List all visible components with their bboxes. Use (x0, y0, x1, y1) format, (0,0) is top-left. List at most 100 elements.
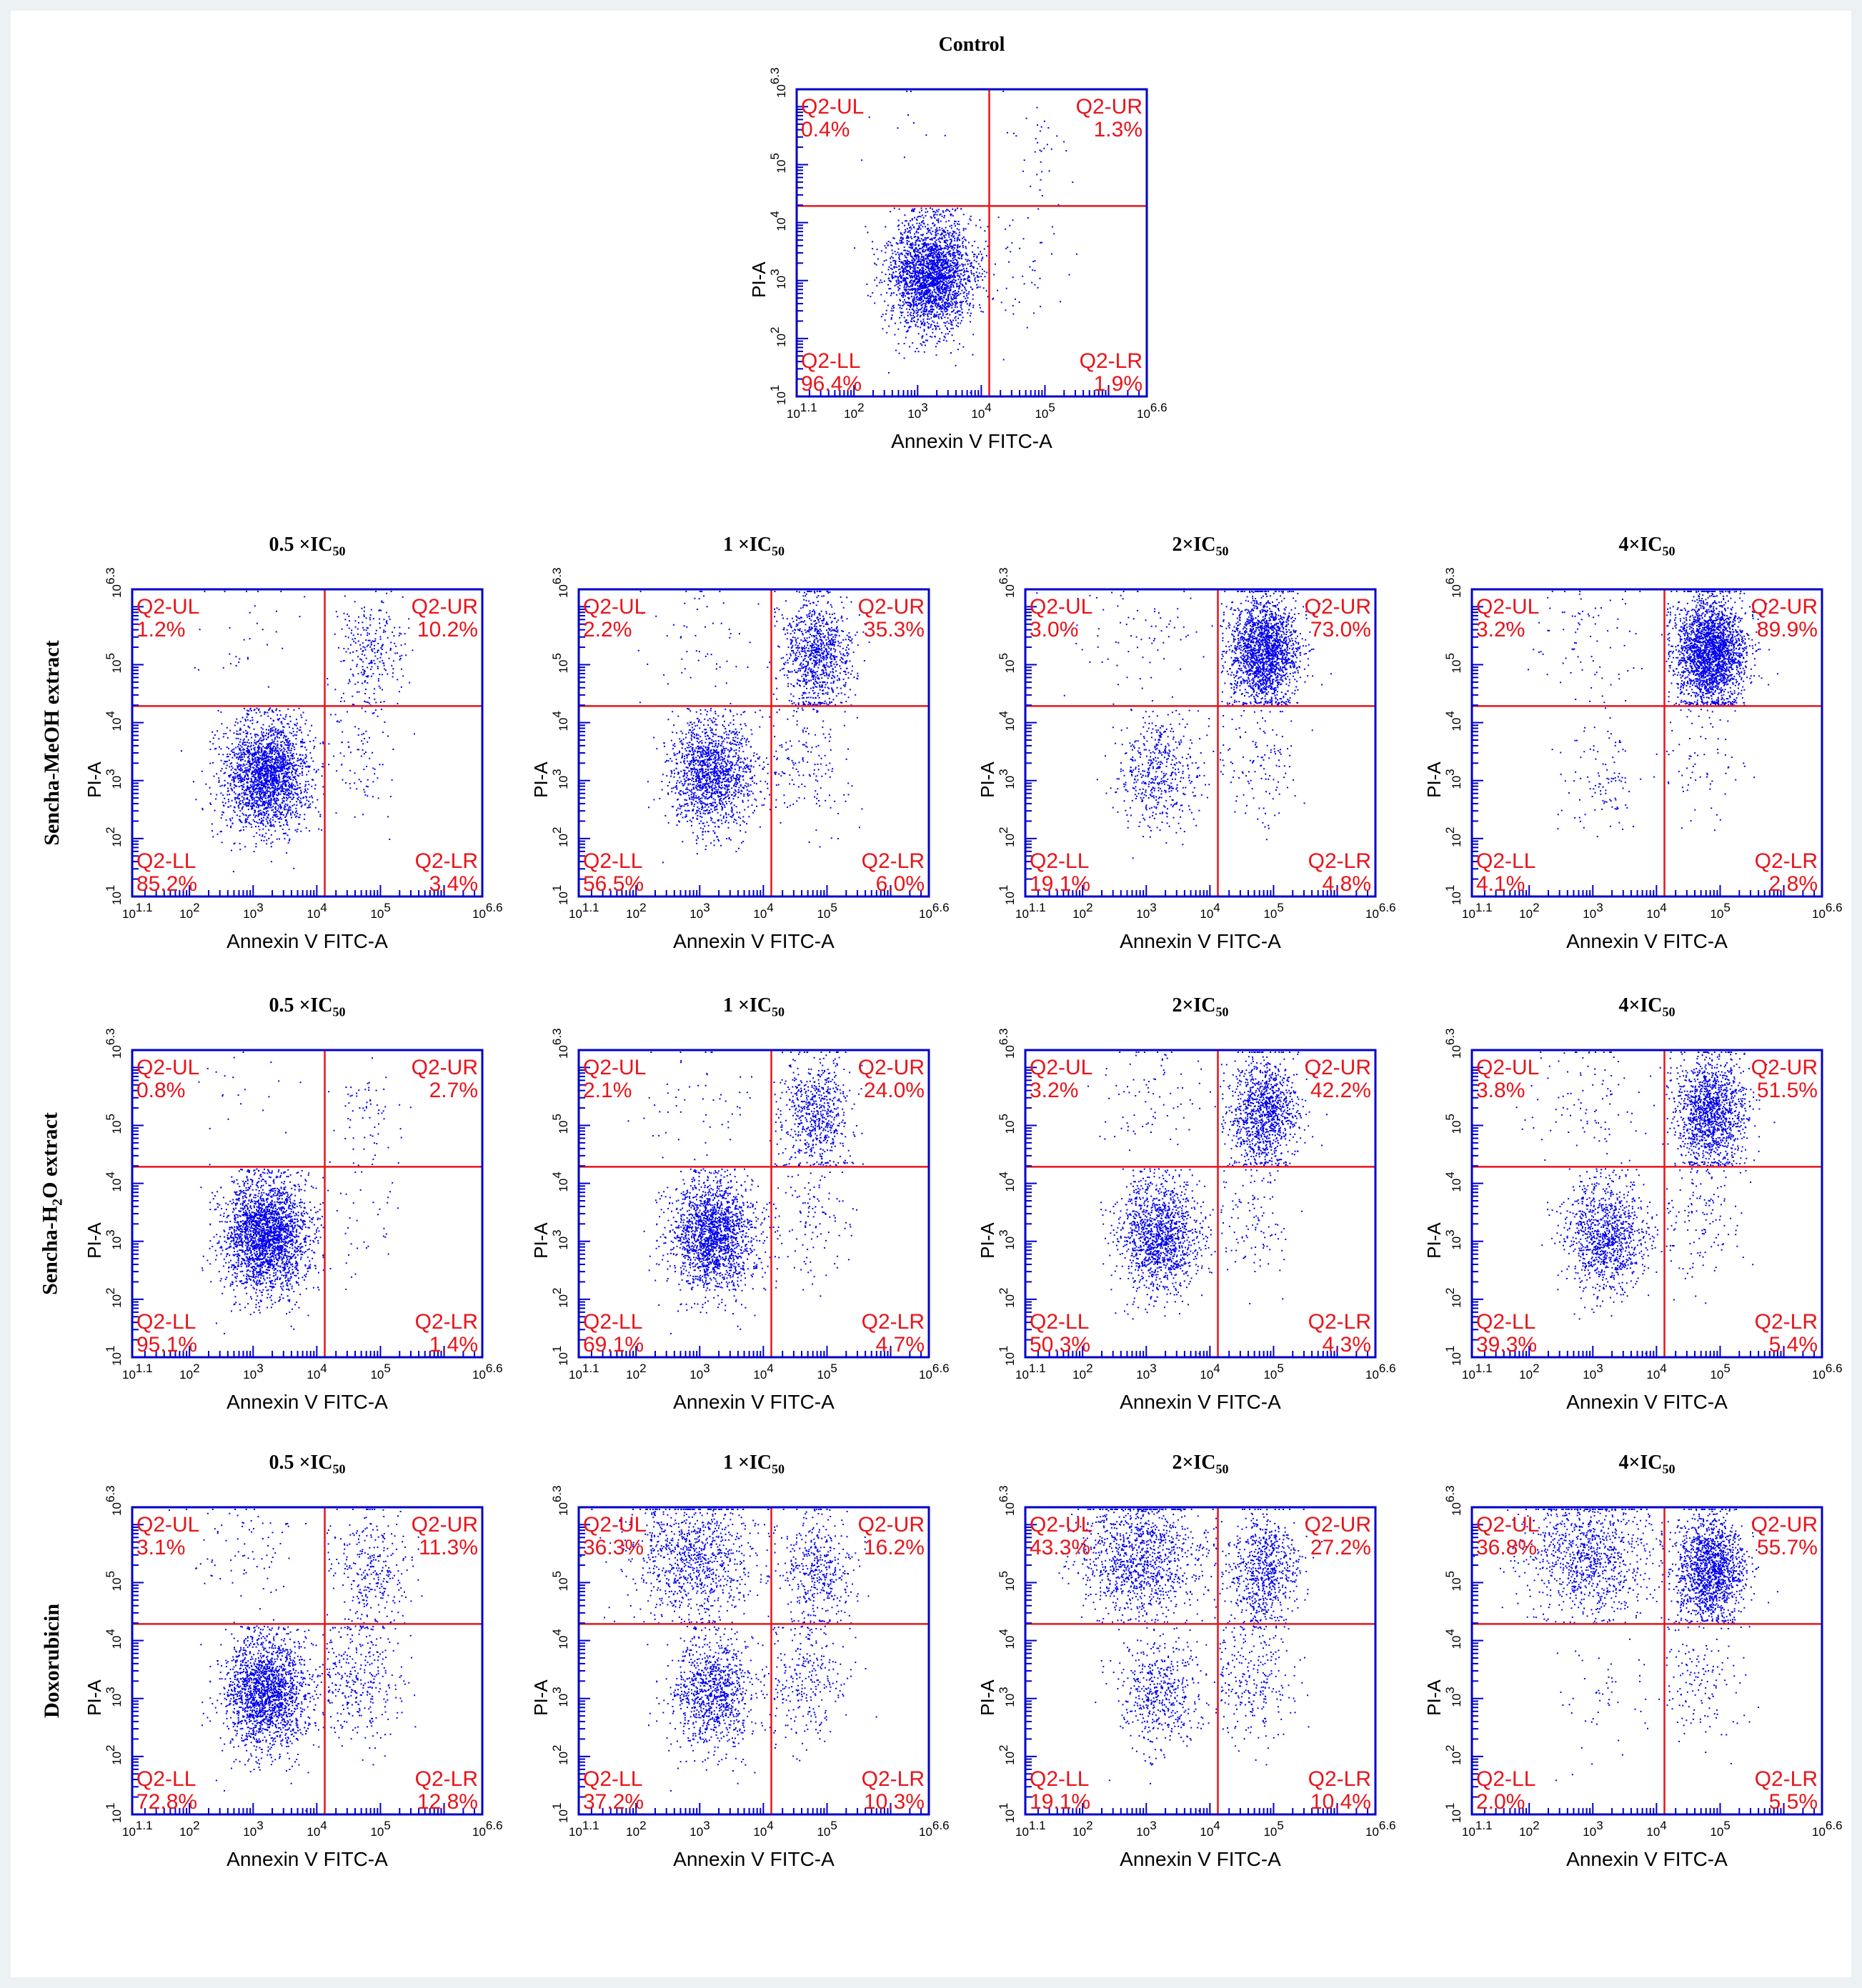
quadrant-value-lr: 1.4% (429, 1333, 478, 1357)
events-cloud (627, 1052, 864, 1334)
quadrant-name-ul: Q2-UL (1476, 1513, 1539, 1537)
axis-ticks (1025, 606, 1369, 897)
panel-title-subscript: 50 (1215, 544, 1229, 559)
y-tick-label: 101 (997, 885, 1017, 905)
y-tick-label: 106.3 (550, 1028, 570, 1059)
quadrant-value-ul: 1.2% (136, 618, 185, 641)
y-axis-label: PI-A (977, 1222, 998, 1259)
flow-plot-meoh-2: 101.1 102 103 104 105 106.6 101 102 103 104 105 106… (977, 567, 1396, 952)
row-label-text: Doxorubicin (40, 1603, 64, 1719)
y-tick-label: 106.3 (104, 1028, 124, 1059)
panel-title-subscript: 50 (1215, 1004, 1229, 1019)
panel-title-meoh-4: 4×IC50 (1504, 534, 1790, 559)
y-axis-label: PI-A (977, 761, 998, 798)
x-tick-label: 104 (307, 1362, 327, 1382)
quadrant-value-ul: 36.8% (1476, 1536, 1537, 1559)
quadrant-name-lr: Q2-LR (862, 1767, 925, 1791)
axis-ticks (579, 606, 922, 897)
x-tick-label: 101.1 (1015, 1819, 1046, 1839)
y-tick-label: 105 (104, 653, 124, 673)
quadrant-name-ll: Q2-LL (583, 1767, 642, 1791)
x-tick-label: 102 (1072, 901, 1092, 921)
x-tick-label: 104 (1200, 1362, 1220, 1382)
quadrant-name-ul: Q2-UL (1476, 1056, 1539, 1079)
quadrant-name-ll: Q2-LL (583, 1310, 642, 1334)
quadrant-name-lr: Q2-LR (415, 1767, 478, 1791)
quadrant-value-ul: 3.1% (136, 1536, 185, 1559)
x-tick-label: 106.6 (919, 1362, 950, 1382)
x-tick-label: 102 (1072, 1362, 1092, 1382)
y-tick-label: 102 (1443, 1287, 1463, 1307)
x-tick-label: 106.6 (919, 1819, 950, 1839)
quadrant-name-ul: Q2-UL (136, 1056, 199, 1079)
quadrant-value-lr: 5.4% (1769, 1333, 1818, 1357)
quadrant-value-ul: 0.4% (801, 118, 850, 141)
y-tick-label: 105 (768, 153, 788, 173)
y-tick-label: 105 (104, 1114, 124, 1134)
y-tick-label: 106.3 (104, 1485, 124, 1516)
flow-plot-dox-0.5: 101.1 102 103 104 105 106.6 101 102 103 104 105 106… (84, 1485, 503, 1870)
quadrant-name-lr: Q2-LR (862, 1310, 925, 1334)
axis-ticks (1025, 1524, 1369, 1815)
y-tick-label: 105 (550, 1114, 570, 1134)
panel-title-text: Control (938, 34, 1005, 56)
quadrant-name-ul: Q2-UL (583, 1513, 646, 1537)
quadrant-value-lr: 3.4% (429, 872, 478, 896)
panel-title-subscript: 50 (332, 544, 346, 559)
panel-title-text: 2×IC (1172, 1452, 1216, 1474)
events-cloud (1505, 591, 1778, 838)
quadrant-value-ll: 39.3% (1476, 1333, 1537, 1357)
quadrant-name-lr: Q2-LR (1080, 349, 1142, 373)
x-tick-label: 101.1 (1462, 1819, 1493, 1839)
x-tick-label: 101.1 (122, 1819, 153, 1839)
y-tick-label: 102 (1443, 826, 1463, 846)
quadrant-value-ll: 37.2% (583, 1790, 644, 1814)
quadrant-name-lr: Q2-LR (1755, 1310, 1818, 1334)
x-tick-label: 104 (307, 901, 327, 921)
quadrant-value-ur: 35.3% (864, 618, 925, 641)
quadrant-name-ul: Q2-UL (1030, 1513, 1092, 1537)
y-tick-label: 101 (550, 885, 570, 905)
x-tick-label: 105 (1710, 1362, 1730, 1382)
y-tick-label: 101 (768, 385, 788, 405)
panel-title-h2o-2: 2×IC50 (1057, 994, 1343, 1020)
x-tick-label: 105 (1263, 1819, 1283, 1839)
x-axis-label: Annexin V FITC-A (226, 930, 388, 952)
plot-area (579, 1050, 929, 1357)
plot-area (797, 89, 1147, 396)
quadrant-value-ll: 56.5% (583, 872, 644, 896)
plot-area (132, 589, 482, 896)
x-tick-label: 106.6 (1137, 401, 1168, 421)
y-tick-label: 101 (550, 1803, 570, 1823)
y-tick-label: 106.3 (997, 1028, 1017, 1059)
axis-ticks (1472, 1067, 1816, 1358)
quadrant-name-ur: Q2-UR (1751, 595, 1818, 619)
quadrant-value-ur: 51.5% (1757, 1079, 1818, 1102)
quadrant-value-lr: 4.7% (876, 1333, 925, 1357)
quadrant-value-ul: 3.0% (1030, 618, 1078, 641)
plot-area (1472, 1050, 1822, 1357)
y-tick-label: 102 (104, 1287, 124, 1307)
y-tick-label: 104 (550, 1172, 570, 1192)
x-tick-label: 103 (1136, 1819, 1156, 1839)
quadrant-value-ur: 73.0% (1310, 618, 1371, 641)
quadrant-name-ur: Q2-UR (1751, 1056, 1818, 1079)
quadrant-name-ll: Q2-LL (1476, 849, 1535, 873)
x-tick-label: 103 (1583, 1819, 1603, 1839)
y-tick-label: 103 (997, 1229, 1017, 1249)
panel-title-dox-4: 4×IC50 (1504, 1452, 1790, 1477)
panel-title-text: 2×IC (1172, 534, 1216, 556)
panel-title-dox-2: 2×IC50 (1057, 1452, 1343, 1477)
x-tick-label: 105 (817, 1362, 837, 1382)
panel-title-h2o-0.5: 0.5 ×IC50 (164, 994, 450, 1020)
x-tick-label: 105 (1263, 901, 1283, 921)
panel-title-dox-0.5: 0.5 ×IC50 (164, 1452, 450, 1477)
y-tick-label: 101 (1443, 885, 1463, 905)
y-tick-label: 106.3 (550, 1485, 570, 1516)
y-axis-label: PI-A (84, 1679, 105, 1716)
x-tick-label: 103 (689, 1362, 710, 1382)
y-tick-label: 101 (104, 1346, 124, 1366)
row-label-1: Sencha-MeOH extract (40, 640, 64, 845)
x-tick-label: 102 (626, 901, 646, 921)
x-tick-label: 104 (971, 401, 991, 421)
